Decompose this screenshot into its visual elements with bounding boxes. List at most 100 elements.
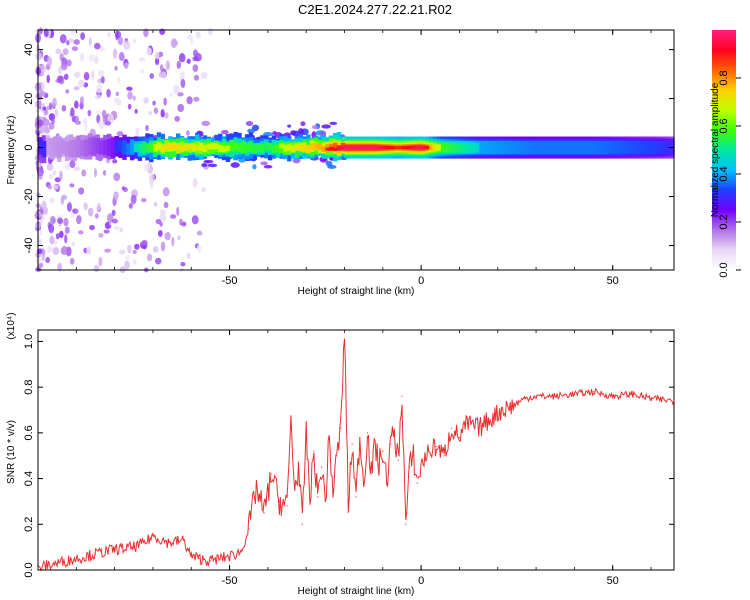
spectrogram-scatter-point bbox=[208, 27, 213, 36]
snr-data-point bbox=[228, 555, 231, 557]
spectrogram-scatter-point bbox=[59, 34, 67, 44]
spectrogram-scatter-point bbox=[186, 96, 193, 105]
spectrogram-cell bbox=[41, 140, 47, 158]
spectrogram-cell bbox=[271, 144, 277, 154]
spectrogram-scatter-point bbox=[134, 108, 138, 114]
spectrogram-scatter-point bbox=[69, 159, 76, 169]
spectrogram-cell bbox=[83, 139, 89, 157]
spectrogram-cell bbox=[597, 140, 602, 155]
spectrogram-cell bbox=[616, 140, 621, 155]
spectrogram-cell bbox=[149, 142, 154, 153]
spectrogram-scatter-point bbox=[36, 166, 44, 177]
spectrogram-scatter-point bbox=[186, 58, 191, 64]
spectrogram-scatter-point bbox=[101, 109, 107, 118]
spectrogram-cell bbox=[658, 140, 664, 155]
spectrogram-scatter-point bbox=[60, 62, 68, 71]
spectrogram-cell bbox=[566, 140, 572, 155]
snr-data-point bbox=[405, 523, 407, 525]
spectrogram-scatter-point bbox=[93, 264, 100, 273]
spectrogram-scatter-point bbox=[159, 64, 164, 72]
spectrogram-scatter-point bbox=[177, 103, 185, 113]
spectrogram-cell bbox=[206, 143, 212, 150]
snr-data-point bbox=[409, 466, 411, 468]
spectrogram-scatter-point bbox=[201, 163, 208, 167]
spectrogram-scatter-point bbox=[66, 40, 70, 46]
spectrogram-scatter-point bbox=[83, 72, 90, 81]
spectrogram-scatter-point bbox=[201, 187, 207, 193]
spectrogram-cell bbox=[57, 136, 62, 159]
spectrogram-scatter-point bbox=[201, 120, 211, 127]
spectrogram-cell bbox=[221, 145, 227, 153]
spectrogram-cell bbox=[225, 145, 231, 152]
colorbar-tick-label: 0.0 bbox=[718, 262, 730, 277]
spectrogram-cell bbox=[386, 145, 392, 150]
spectrogram-scatter-point bbox=[160, 241, 166, 252]
spectrogram-scatter-point bbox=[159, 28, 166, 36]
spectrogram-scatter-point bbox=[173, 84, 180, 95]
snr-data-point bbox=[523, 397, 526, 400]
spectrogram-scatter-point bbox=[238, 158, 246, 163]
spectrogram-cell bbox=[340, 146, 346, 151]
spectrogram-scatter-point bbox=[252, 164, 257, 170]
spectrogram-scatter-point bbox=[71, 241, 76, 247]
spectrogram-cell bbox=[202, 145, 208, 152]
chart-title: C2E1.2024.277.22.21.R02 bbox=[298, 2, 452, 17]
spectrogram-scatter-point bbox=[106, 213, 114, 223]
spectrogram-cell bbox=[340, 142, 346, 150]
spectrogram-scatter-point bbox=[81, 169, 86, 177]
spectrogram-cell bbox=[555, 140, 560, 155]
snr-data-point bbox=[313, 450, 315, 452]
spectrogram-scatter-point bbox=[118, 249, 126, 255]
snr-x-tick-label: 0 bbox=[418, 575, 424, 587]
spectrogram-scatter-point bbox=[192, 177, 198, 188]
spectrogram-cell bbox=[585, 140, 591, 155]
spectrogram-cell bbox=[647, 140, 652, 155]
snr-data-point bbox=[443, 455, 445, 457]
spectrogram-scatter-point bbox=[78, 230, 84, 235]
snr-data-point bbox=[500, 409, 503, 411]
spectrogram-cell bbox=[455, 142, 461, 153]
spectrogram-scatter-point bbox=[64, 226, 70, 234]
spectrogram-ylabel: Frequency (Hz) bbox=[6, 116, 17, 185]
snr-data-point bbox=[286, 505, 288, 507]
spectrogram-cell bbox=[501, 140, 507, 155]
spectrogram-y-tick-label: -40 bbox=[23, 238, 35, 254]
spectrogram-cell bbox=[344, 145, 349, 150]
spectrogram-scatter-point bbox=[192, 64, 199, 73]
snr-data-point bbox=[351, 443, 353, 445]
spectrogram-scatter-point bbox=[93, 168, 98, 178]
spectrogram-cell bbox=[413, 145, 418, 150]
spectrogram-scatter-point bbox=[42, 106, 47, 111]
snr-data-point bbox=[374, 443, 376, 445]
colorbar-tick-label: 0.4 bbox=[718, 166, 730, 181]
spectrogram-scatter-point bbox=[127, 103, 132, 110]
spectrogram-scatter-point bbox=[94, 94, 102, 100]
spectrogram-scatter-point bbox=[51, 118, 55, 125]
spectrogram-scatter-point bbox=[143, 28, 149, 38]
spectrogram-scatter-point bbox=[127, 91, 133, 100]
snr-data-point bbox=[198, 557, 200, 560]
snr-xlabel: Height of straight line (km) bbox=[298, 586, 415, 597]
spectrogram-scatter-point bbox=[287, 124, 292, 128]
spectrogram-scatter-point bbox=[160, 71, 167, 79]
spectrogram-scatter-point bbox=[140, 198, 147, 203]
spectrogram-cell bbox=[160, 145, 166, 153]
snr-data-point bbox=[144, 541, 146, 544]
spectrogram-cell bbox=[559, 140, 564, 155]
spectrogram-cell bbox=[294, 144, 300, 151]
spectrogram-cell bbox=[175, 143, 181, 151]
spectrogram-cell bbox=[459, 142, 464, 153]
spectrogram-scatter-point bbox=[104, 248, 111, 253]
spectrogram-scatter-point bbox=[148, 110, 153, 116]
spectrogram-scatter-point bbox=[39, 125, 47, 134]
spectrogram-scatter-point bbox=[68, 38, 74, 43]
spectrogram-scatter-point bbox=[48, 223, 55, 234]
spectrogram-scatter-point bbox=[247, 128, 256, 134]
spectrogram-scatter-point bbox=[97, 69, 105, 77]
spectrogram-cell bbox=[378, 145, 384, 150]
spectrogram-scatter-point bbox=[73, 71, 81, 79]
spectrogram-cell bbox=[605, 140, 610, 155]
spectrogram-cell bbox=[635, 140, 641, 155]
snr-data-point bbox=[167, 541, 169, 544]
spectrogram-scatter-point bbox=[121, 186, 125, 191]
